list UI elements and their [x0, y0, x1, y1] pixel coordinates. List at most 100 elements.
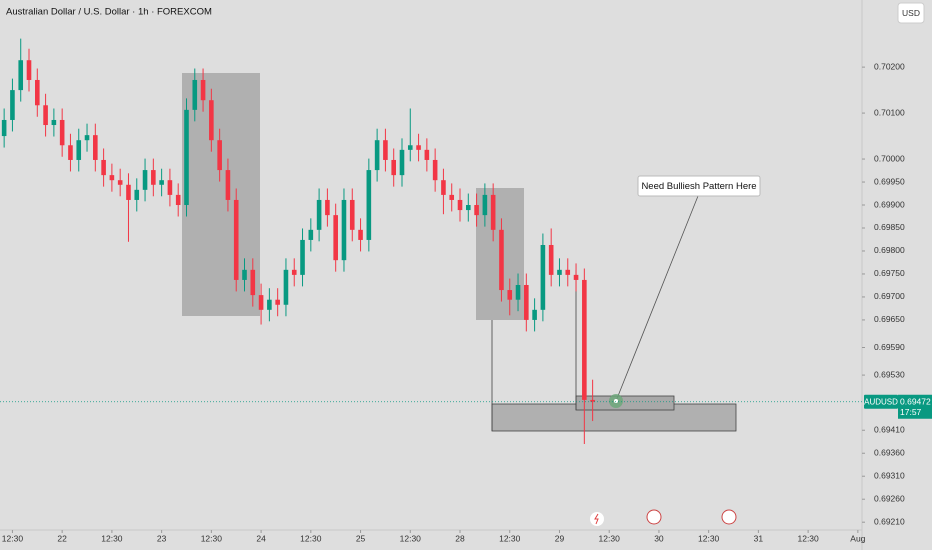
candle-body: [424, 149, 430, 160]
symbol-tag: [864, 394, 898, 409]
candle-body: [300, 239, 305, 275]
candle-body: [573, 274, 579, 280]
x-tick-label: 30: [654, 533, 664, 543]
x-tick-label: 29: [555, 533, 565, 543]
candle-body: [10, 90, 15, 120]
y-tick-label: 0.69700: [874, 291, 905, 301]
candle-body: [582, 279, 587, 400]
candle-body: [192, 79, 198, 110]
x-tick-label: 12:30: [2, 533, 24, 543]
y-tick-label: 0.69530: [874, 369, 905, 379]
marker-dot: [614, 399, 618, 403]
candle-body: [258, 295, 264, 310]
plot: [1, 38, 595, 445]
candle-body: [93, 135, 98, 160]
candle-body: [449, 194, 455, 200]
candle-body: [242, 269, 247, 280]
candle-body: [524, 284, 529, 320]
candle-body: [391, 159, 397, 176]
x-tick-label: 12:30: [300, 533, 322, 543]
currency-button[interactable]: [897, 2, 925, 24]
price-tag: [898, 394, 932, 419]
candle-body: [490, 194, 496, 230]
event-icon[interactable]: [721, 509, 737, 525]
candle-body: [43, 105, 48, 126]
y-tick-label: 0.69590: [874, 342, 905, 352]
candle-body: [358, 229, 363, 240]
candle-body: [399, 149, 405, 176]
candle-body: [200, 79, 206, 101]
y-tick-label: 0.69950: [874, 176, 905, 186]
candle-body: [109, 175, 115, 181]
candle-body: [482, 194, 488, 216]
candle-body: [515, 284, 521, 300]
candle-body: [250, 269, 256, 296]
candle-body: [233, 199, 239, 280]
annotation-box: [637, 175, 761, 197]
candle-body: [548, 245, 554, 275]
event-icon-glyph: [594, 513, 599, 525]
y-tick-label: 0.70100: [874, 107, 905, 117]
candle-body: [283, 269, 289, 305]
y-tick-label: 0.69410: [874, 425, 905, 435]
candle-body: [432, 159, 438, 181]
currency: USD: [902, 8, 920, 18]
event-icon[interactable]: [646, 509, 662, 525]
candle-body: [167, 180, 173, 195]
x-tick-label: 23: [157, 533, 167, 543]
y-tick-label: 0.69850: [874, 222, 905, 232]
candle-body: [407, 145, 413, 150]
candle-body: [34, 79, 40, 106]
y-tick-label: 0.69360: [874, 447, 905, 457]
x-tick-label: 12:30: [400, 533, 422, 543]
last-price: 0.69472: [900, 397, 931, 407]
candle-body: [76, 140, 82, 160]
countdown: 17:57: [900, 407, 922, 417]
y-tick-label: 0.69750: [874, 268, 905, 278]
candle-body: [217, 140, 222, 171]
x-tick-label: 12:30: [499, 533, 521, 543]
candle-body: [1, 119, 7, 137]
candle-body: [51, 119, 57, 126]
candle-body: [142, 170, 148, 190]
candle-body: [565, 269, 571, 275]
candle-body: [325, 199, 330, 216]
candle-body: [416, 145, 421, 150]
x-tick-label: 22: [57, 533, 67, 543]
candle-body: [101, 159, 106, 176]
y-tick-label: 0.70000: [874, 153, 905, 163]
candle-body: [18, 60, 24, 91]
annotation-line: [615, 195, 699, 402]
candle-body: [84, 135, 90, 141]
candle-body: [590, 399, 595, 402]
x-tick-label: 12:30: [797, 533, 819, 543]
candle-body: [308, 229, 314, 240]
x-tick-label: 28: [455, 533, 465, 543]
x-tick-label: Aug: [850, 533, 865, 543]
candle-body: [366, 170, 372, 240]
zone-box: [575, 395, 675, 411]
candle-body: [151, 170, 156, 185]
candle-body: [333, 215, 338, 261]
candle-body: [291, 269, 297, 275]
candle-body: [465, 205, 471, 211]
candle-body: [383, 140, 388, 160]
x-tick-label: 12:30: [201, 533, 223, 543]
y-tick-label: 0.69260: [874, 493, 905, 503]
candle-body: [540, 245, 546, 310]
candle-body: [134, 189, 140, 200]
candle-body: [374, 140, 380, 171]
candle-body: [126, 184, 131, 200]
candle-body: [117, 180, 123, 185]
y-tick-label: 0.69650: [874, 314, 905, 324]
candle-body: [159, 180, 164, 185]
candle-body: [457, 199, 463, 211]
candle-body: [209, 100, 214, 141]
candle-body: [532, 309, 537, 320]
candle-body: [68, 145, 73, 160]
candle-body: [349, 199, 355, 230]
x-tick-label: 24: [256, 533, 266, 543]
